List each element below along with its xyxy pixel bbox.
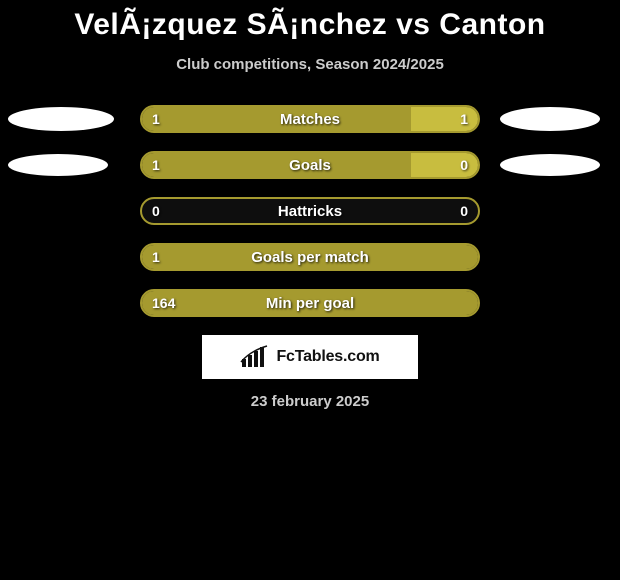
stat-row: 11Matches	[0, 105, 620, 133]
stat-row: 10Goals	[0, 151, 620, 179]
stat-value-right: 0	[460, 199, 468, 223]
branding-text: FcTables.com	[276, 348, 379, 366]
page-title: VelÃ¡zquez SÃ¡nchez vs Canton	[0, 0, 620, 42]
branding-box: FcTables.com	[202, 335, 418, 379]
player-mark-left	[8, 154, 108, 176]
stat-bar: 10Goals	[140, 151, 480, 179]
fctables-logo-icon	[240, 345, 270, 369]
stat-value-left: 164	[152, 291, 175, 315]
player-mark-right	[500, 107, 600, 131]
stat-fill-left	[142, 107, 411, 131]
stat-value-left: 1	[152, 245, 160, 269]
stat-label: Hattricks	[142, 199, 478, 223]
player-mark-right	[500, 154, 600, 176]
page-subtitle: Club competitions, Season 2024/2025	[0, 56, 620, 73]
stat-bar: 11Matches	[140, 105, 480, 133]
comparison-card: VelÃ¡zquez SÃ¡nchez vs Canton Club compe…	[0, 0, 620, 580]
stat-bar: 0 0Hattricks	[140, 197, 480, 225]
stat-bar: 164Min per goal	[140, 289, 480, 317]
stat-value-right: 0	[460, 153, 468, 177]
stats-rows: 11Matches10Goals00Hattricks1Goals per ma…	[0, 105, 620, 317]
player-mark-left	[8, 107, 114, 131]
stat-fill-left	[142, 153, 411, 177]
stat-value-right: 1	[460, 107, 468, 131]
stat-fill-left	[142, 291, 478, 315]
stat-value-left: 1	[152, 107, 160, 131]
date-text: 23 february 2025	[0, 393, 620, 410]
stat-value-left: 0	[152, 199, 160, 223]
stat-value-left: 1	[152, 153, 160, 177]
stat-bar: 1Goals per match	[140, 243, 480, 271]
stat-row: 164Min per goal	[0, 289, 620, 317]
stat-row: 1Goals per match	[0, 243, 620, 271]
stat-row: 0 0Hattricks	[0, 197, 620, 225]
stat-fill-left	[142, 245, 478, 269]
